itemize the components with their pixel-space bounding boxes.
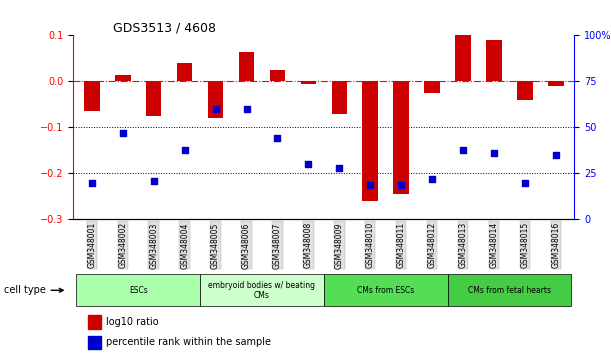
Point — [211, 106, 221, 112]
FancyBboxPatch shape — [200, 274, 324, 306]
Bar — [239, 51, 254, 81]
Text: GSM348006: GSM348006 — [242, 222, 251, 269]
Text: percentile rank within the sample: percentile rank within the sample — [106, 337, 271, 348]
Point — [149, 178, 159, 184]
Bar — [362, 81, 378, 201]
Point — [397, 182, 406, 187]
Bar — [517, 81, 533, 100]
Bar — [548, 81, 563, 86]
Bar — [425, 81, 440, 93]
Bar — [89, 315, 101, 329]
Text: log10 ratio: log10 ratio — [106, 317, 158, 327]
Point — [334, 165, 344, 171]
FancyBboxPatch shape — [447, 274, 571, 306]
Bar — [486, 40, 502, 81]
Text: GSM348012: GSM348012 — [428, 222, 437, 268]
Text: CMs from fetal hearts: CMs from fetal hearts — [468, 286, 551, 295]
Point — [87, 180, 97, 185]
Bar — [84, 81, 100, 111]
Point — [489, 150, 499, 156]
Bar — [177, 63, 192, 81]
Text: GSM348013: GSM348013 — [458, 222, 467, 268]
Text: GSM348008: GSM348008 — [304, 222, 313, 268]
Bar — [208, 81, 223, 118]
Text: GDS3513 / 4608: GDS3513 / 4608 — [114, 21, 216, 34]
Point — [118, 130, 128, 136]
Point — [365, 182, 375, 187]
Text: CMs from ESCs: CMs from ESCs — [357, 286, 414, 295]
FancyBboxPatch shape — [76, 274, 200, 306]
Bar — [455, 35, 470, 81]
Bar — [146, 81, 161, 116]
Text: cell type: cell type — [4, 285, 63, 295]
Text: GSM348015: GSM348015 — [521, 222, 529, 268]
Text: GSM348010: GSM348010 — [366, 222, 375, 268]
Text: GSM348014: GSM348014 — [489, 222, 499, 268]
Point — [520, 180, 530, 185]
Text: GSM348007: GSM348007 — [273, 222, 282, 269]
Point — [551, 152, 561, 158]
Bar — [115, 74, 131, 81]
Text: GSM348001: GSM348001 — [87, 222, 97, 268]
Point — [427, 176, 437, 182]
FancyBboxPatch shape — [324, 274, 447, 306]
Text: GSM348003: GSM348003 — [149, 222, 158, 269]
Bar — [301, 81, 316, 84]
Bar — [269, 70, 285, 81]
Point — [241, 106, 251, 112]
Bar — [332, 81, 347, 114]
Point — [273, 136, 282, 141]
Text: embryoid bodies w/ beating
CMs: embryoid bodies w/ beating CMs — [208, 281, 315, 300]
Text: GSM348002: GSM348002 — [119, 222, 127, 268]
Point — [180, 147, 189, 152]
Text: GSM348005: GSM348005 — [211, 222, 220, 269]
Text: GSM348009: GSM348009 — [335, 222, 344, 269]
Text: GSM348011: GSM348011 — [397, 222, 406, 268]
Bar — [393, 81, 409, 194]
Text: GSM348004: GSM348004 — [180, 222, 189, 269]
Point — [458, 147, 468, 152]
Bar — [89, 336, 101, 349]
Point — [304, 161, 313, 167]
Text: GSM348016: GSM348016 — [551, 222, 560, 268]
Text: ESCs: ESCs — [129, 286, 148, 295]
